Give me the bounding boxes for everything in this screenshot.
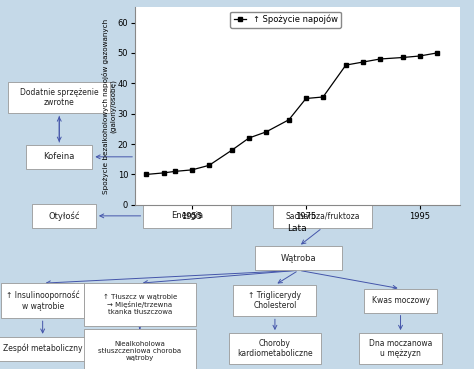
Text: Choroby
kardiometaboliczne: Choroby kardiometaboliczne bbox=[237, 339, 313, 358]
Text: Sacharoza/fruktoza: Sacharoza/fruktoza bbox=[285, 211, 360, 220]
FancyBboxPatch shape bbox=[1, 283, 84, 318]
Text: Wątroba: Wątroba bbox=[281, 254, 317, 263]
Y-axis label: Spożycie bezalkoholowych napojów gazowanych
(galony/osobę): Spożycie bezalkoholowych napojów gazowan… bbox=[101, 18, 116, 194]
FancyBboxPatch shape bbox=[364, 289, 437, 313]
Text: Otyłość: Otyłość bbox=[48, 211, 80, 221]
FancyBboxPatch shape bbox=[0, 337, 89, 361]
FancyBboxPatch shape bbox=[233, 285, 316, 317]
Text: Zespół metaboliczny: Zespół metaboliczny bbox=[3, 344, 82, 354]
FancyBboxPatch shape bbox=[359, 333, 442, 365]
FancyBboxPatch shape bbox=[273, 204, 372, 228]
FancyBboxPatch shape bbox=[143, 204, 231, 228]
Text: ↑ Insulinooporność
w wątrobie: ↑ Insulinooporność w wątrobie bbox=[6, 291, 80, 311]
FancyBboxPatch shape bbox=[228, 333, 321, 365]
Legend: ↑ Spożycie napojów: ↑ Spożycie napojów bbox=[230, 11, 341, 28]
X-axis label: Lata: Lata bbox=[288, 224, 307, 232]
Text: Dodatnie sprzężenie
zwrotne: Dodatnie sprzężenie zwrotne bbox=[20, 88, 99, 107]
FancyBboxPatch shape bbox=[26, 145, 92, 169]
Text: Kwas moczowy: Kwas moczowy bbox=[372, 296, 429, 305]
Text: ↑ Triglicerydy
Cholesterol: ↑ Triglicerydy Cholesterol bbox=[248, 291, 301, 310]
FancyBboxPatch shape bbox=[8, 82, 110, 114]
Text: ↑ Tłuszcz w wątrobie
→ Mięśnie/trzewna
tkanka tłuszczowa: ↑ Tłuszcz w wątrobie → Mięśnie/trzewna t… bbox=[103, 294, 177, 315]
FancyBboxPatch shape bbox=[84, 283, 195, 326]
Text: Niealkoholowa
stłuszczeniowa choroba
wątroby: Niealkoholowa stłuszczeniowa choroba wąt… bbox=[98, 341, 182, 361]
FancyBboxPatch shape bbox=[32, 204, 96, 228]
Text: Energia: Energia bbox=[171, 211, 203, 220]
Text: Dna moczanowa
u mężzyzn: Dna moczanowa u mężzyzn bbox=[369, 339, 432, 358]
Text: Kofeina: Kofeina bbox=[44, 152, 75, 161]
FancyBboxPatch shape bbox=[84, 329, 195, 369]
FancyBboxPatch shape bbox=[255, 246, 342, 270]
